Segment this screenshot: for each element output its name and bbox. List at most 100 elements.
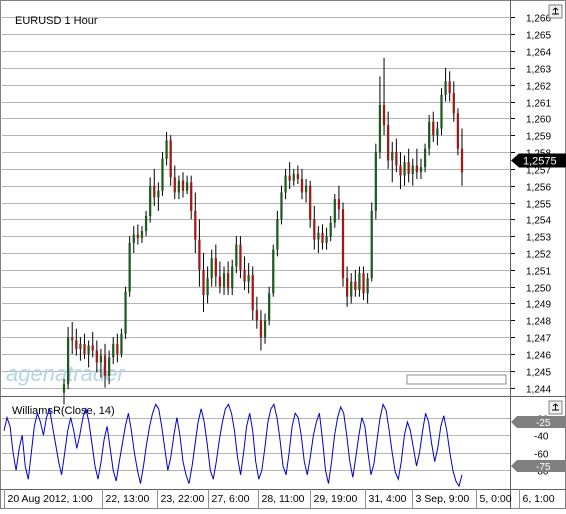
oscillator-series: [3, 402, 463, 488]
candle-body: [280, 192, 283, 220]
candle-body: [399, 165, 402, 176]
candle-body: [304, 185, 308, 193]
price-tick-label: 1,263: [526, 65, 551, 76]
candle-body: [452, 93, 455, 114]
candle-body: [161, 158, 164, 191]
price-tick-label: 1,252: [526, 250, 551, 261]
candle-body: [198, 239, 201, 270]
candle-body: [358, 273, 361, 291]
candle-body: [444, 81, 447, 95]
candle-body: [243, 269, 246, 282]
candle-body: [354, 281, 357, 291]
price-tick-label: 1,248: [526, 317, 551, 328]
candle-body: [321, 232, 324, 243]
candle-body: [395, 152, 398, 166]
candle-body: [66, 337, 70, 385]
oscillator-panel-maximize-button[interactable]: [548, 400, 563, 415]
candle-body: [403, 162, 406, 176]
candle-body: [112, 343, 115, 358]
candle-body: [419, 167, 423, 173]
candle-body: [460, 148, 464, 173]
candle-body: [87, 345, 90, 354]
price-tick-label: 1,254: [526, 216, 551, 227]
candle-body: [144, 215, 148, 232]
time-tick-label: 20 Aug 2012, 1:00: [8, 493, 93, 505]
price-tick-label: 1,250: [526, 284, 551, 295]
candle-body: [247, 274, 250, 282]
candlestick-series: [62, 57, 464, 405]
candle-body: [272, 249, 275, 294]
candle-body: [190, 182, 193, 211]
candle-body: [181, 180, 185, 191]
candle-body: [391, 152, 394, 161]
candle-body: [345, 278, 349, 297]
candle-body: [136, 234, 139, 238]
candle-body: [366, 278, 369, 294]
time-tick-label: 31, 4:00: [369, 493, 407, 505]
candle-body: [124, 291, 127, 334]
price-tick-label: 1,266: [526, 14, 551, 25]
price-panel-maximize-button[interactable]: [548, 4, 563, 19]
time-tick-label: 28, 11:00: [262, 493, 305, 505]
price-tick-label: 1,261: [526, 99, 551, 110]
candle-body: [140, 231, 144, 238]
candle-body: [284, 175, 287, 193]
price-tick-label: 1,265: [526, 31, 551, 42]
time-axis: 20 Aug 2012, 1:00 22, 13:00 23, 22:00 27, 6…: [4, 489, 555, 509]
price-tick-label: 1,259: [526, 132, 551, 143]
price-tick-label: 1,251: [526, 267, 551, 278]
candle-body: [226, 273, 230, 289]
candle-body: [79, 343, 82, 349]
zoom-range-box[interactable]: [406, 374, 507, 385]
price-tick-label: 1,245: [526, 368, 551, 379]
watermark-text: agenatrader: [6, 361, 126, 386]
candle-body: [116, 343, 119, 354]
candle-body: [108, 357, 111, 376]
candle-body: [350, 281, 353, 297]
candle-body: [222, 273, 226, 287]
williams-r-line: [3, 402, 463, 488]
candle-body: [317, 232, 320, 240]
oscillator-panel-title: WilliamsR(Close, 14): [12, 405, 115, 417]
candle-body: [99, 355, 103, 363]
candle-body: [329, 222, 332, 237]
candle-body: [341, 209, 345, 279]
candle-body: [362, 273, 365, 294]
last-price-marker: 1,2575: [511, 153, 566, 168]
candle-body: [194, 210, 197, 240]
candle-body: [91, 345, 94, 351]
candle-body: [378, 104, 382, 153]
candle-body: [206, 278, 209, 296]
candle-body: [456, 113, 460, 149]
candle-body: [62, 384, 66, 393]
candle-body: [235, 244, 238, 267]
candle-body: [165, 140, 168, 159]
candle-body: [415, 165, 418, 173]
candle-body: [263, 320, 267, 338]
candle-body: [251, 274, 254, 311]
price-tick-label: 1,256: [526, 183, 551, 194]
time-tick-label: 23, 22:00: [161, 493, 205, 505]
candle-body: [407, 162, 410, 174]
candle-body: [210, 258, 213, 279]
candle-body: [374, 152, 377, 211]
candle-body: [218, 276, 222, 287]
candle-body: [95, 350, 98, 363]
candle-body: [440, 94, 443, 129]
candle-body: [71, 337, 74, 341]
candle-body: [149, 185, 152, 216]
candle-body: [292, 173, 295, 181]
watermark: agenatrader: [6, 361, 126, 386]
oscillator-level-marker: [511, 416, 566, 428]
candle-body: [153, 185, 156, 198]
time-tick-label: 5, 0:00: [480, 493, 512, 505]
candle-body: [173, 177, 176, 193]
candle-body: [239, 244, 242, 270]
candle-body: [276, 219, 279, 250]
candle-body: [177, 180, 181, 193]
price-tick-label: 1,253: [526, 233, 551, 244]
price-tick-label: 1,260: [526, 115, 551, 126]
candle-body: [387, 125, 390, 161]
